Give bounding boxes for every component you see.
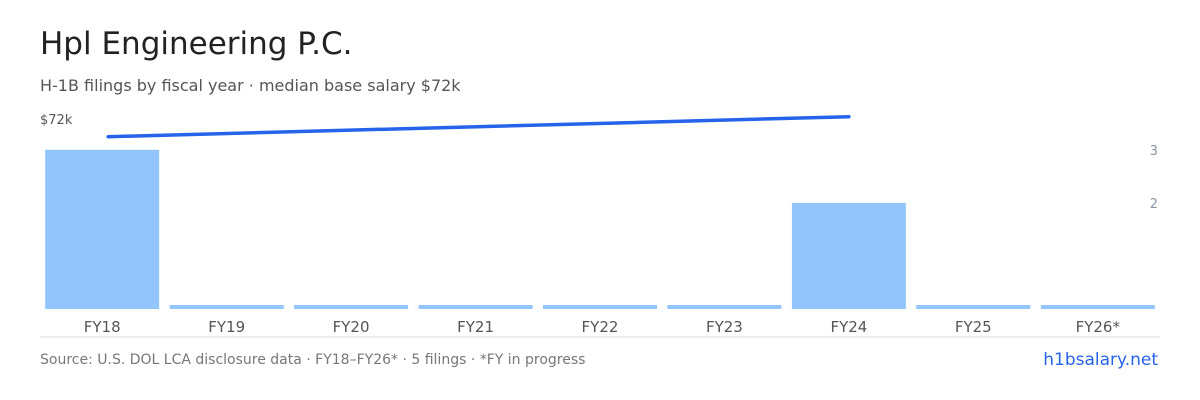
site-link[interactable]: h1bsalary.net [1043, 350, 1158, 370]
bar-fy23[interactable] [667, 305, 782, 309]
bars-group [45, 149, 1155, 309]
x-tick-label: FY24 [830, 318, 867, 336]
x-tick-label: FY19 [208, 318, 245, 336]
left-axis-salary-label: $72k [40, 113, 73, 128]
bar-fy26[interactable] [1040, 305, 1155, 309]
x-tick-label: FY23 [706, 318, 743, 336]
x-tick-label: FY26* [1076, 318, 1121, 336]
x-tick-label: FY25 [955, 318, 992, 336]
x-tick-label: FY18 [84, 318, 121, 336]
x-tick-label: FY21 [457, 318, 494, 336]
right-axis-ticks: 23 [1150, 144, 1158, 212]
x-axis-labels: FY18 FY19 FY20 FY21 FY22 FY23 FY24 FY25 FY26* [84, 318, 1121, 336]
x-tick-label: FY20 [333, 318, 370, 336]
bar-fy24[interactable] [791, 202, 906, 309]
bar-fy18[interactable] [45, 149, 160, 309]
salary-line [106, 114, 851, 139]
chart-subtitle: H-1B filings by fiscal year · median bas… [40, 76, 461, 95]
bar-fy20[interactable] [294, 305, 409, 309]
bar-fy25[interactable] [916, 305, 1031, 309]
chart-title: Hpl Engineering P.C. [40, 26, 353, 62]
source-note: Source: U.S. DOL LCA disclosure data · F… [40, 352, 586, 368]
bar-fy19[interactable] [169, 305, 284, 309]
bar-fy21[interactable] [418, 305, 533, 309]
x-tick-label: FY22 [582, 318, 619, 336]
right-tick-label: 3 [1150, 144, 1158, 159]
right-tick-label: 2 [1150, 197, 1158, 212]
bar-fy22[interactable] [543, 305, 657, 309]
